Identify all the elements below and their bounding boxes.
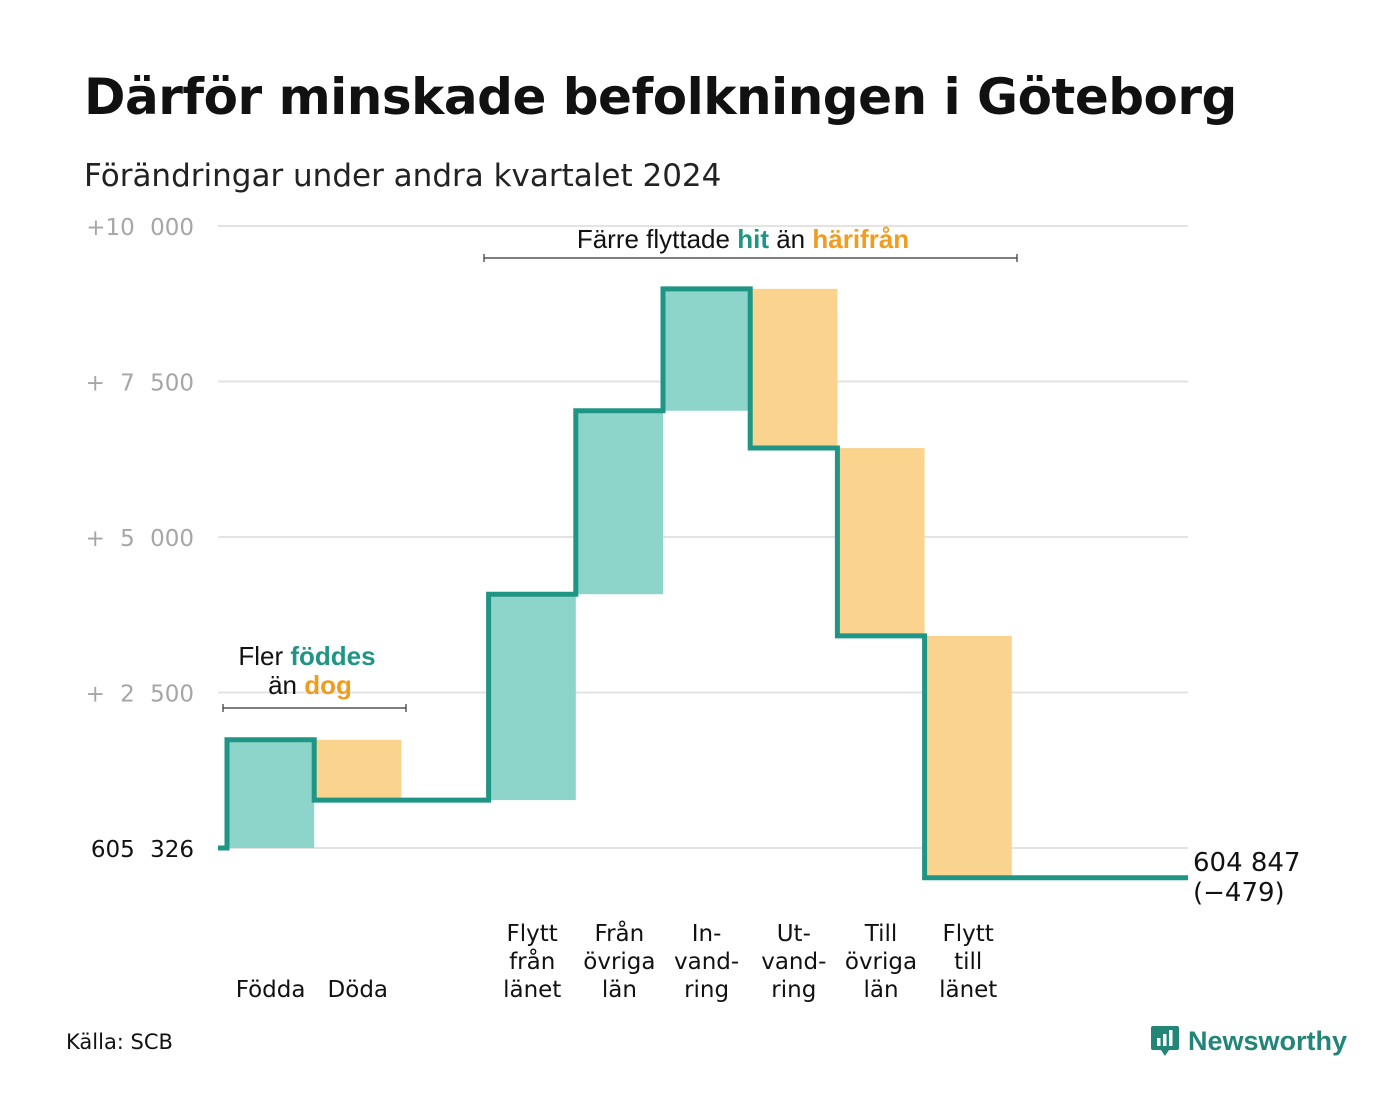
annotation-span: Fler bbox=[238, 641, 290, 671]
bar-flytt-till-länet bbox=[924, 635, 1012, 878]
bar-ut-vand-ring bbox=[750, 288, 838, 449]
source-note: Källa: SCB bbox=[66, 1030, 173, 1054]
annotation-births-deaths: Fler föddes bbox=[238, 641, 375, 671]
category-label: Ut- bbox=[777, 921, 811, 947]
bar-flytt-från-länet bbox=[488, 594, 576, 801]
annotation-span: än bbox=[268, 670, 304, 700]
category-label: Födda bbox=[236, 977, 306, 1003]
annotation-span: än bbox=[769, 224, 812, 254]
annotation-span: härifrån bbox=[812, 224, 909, 254]
category-label: länet bbox=[939, 977, 997, 1003]
chart-subtitle: Förändringar under andra kvartalet 2024 bbox=[84, 158, 722, 194]
annotation-bracket bbox=[483, 254, 1018, 262]
end-value-label: 604 847 bbox=[1193, 848, 1301, 878]
category-label: övriga bbox=[845, 949, 917, 975]
annotation-migration: Färre flyttade hit än härifrån bbox=[577, 224, 909, 254]
annotation-span: föddes bbox=[290, 641, 375, 671]
bar-döda bbox=[314, 739, 402, 801]
brand: Newsworthy bbox=[1150, 1024, 1347, 1058]
annotation-bracket bbox=[222, 704, 407, 712]
y-tick-label: + 2 500 bbox=[86, 682, 194, 708]
category-label: Flytt bbox=[943, 921, 994, 947]
y-tick-label: + 5 000 bbox=[86, 526, 194, 552]
category-label: länet bbox=[503, 977, 561, 1003]
newsworthy-logo-icon bbox=[1151, 1026, 1179, 1056]
annotation-span: Färre flyttade bbox=[577, 224, 737, 254]
cumulative-step-line bbox=[218, 286, 1188, 881]
category-label: övriga bbox=[583, 949, 655, 975]
category-label: län bbox=[863, 977, 898, 1003]
bar-födda bbox=[227, 739, 315, 848]
end-change-label: (−479) bbox=[1193, 878, 1285, 908]
category-label: län bbox=[602, 977, 637, 1003]
category-label: Till bbox=[864, 921, 898, 947]
annotation-span: dog bbox=[304, 670, 352, 700]
chart-title: Därför minskade befolkningen i Göteborg bbox=[84, 68, 1237, 126]
bar-in-vand-ring bbox=[663, 288, 751, 411]
category-label: Döda bbox=[328, 977, 388, 1003]
bar-från-övriga-län bbox=[575, 410, 663, 595]
category-label: ring bbox=[771, 977, 816, 1003]
category-label: In- bbox=[692, 921, 722, 947]
annotation-span: hit bbox=[737, 224, 769, 254]
category-label: vand- bbox=[674, 949, 739, 975]
category-label: Flytt bbox=[507, 921, 558, 947]
annotation-births-deaths-line2: än dog bbox=[268, 670, 352, 700]
category-label: till bbox=[954, 949, 982, 975]
bar-till-övriga-län bbox=[837, 448, 925, 636]
y-tick-label: +10 000 bbox=[86, 215, 194, 241]
category-label: från bbox=[509, 947, 555, 975]
y-tick-label: 605 326 bbox=[91, 837, 194, 863]
category-label: Från bbox=[595, 919, 645, 947]
category-label: vand- bbox=[761, 949, 826, 975]
category-label: ring bbox=[684, 977, 729, 1003]
brand-name: Newsworthy bbox=[1188, 1025, 1348, 1056]
y-tick-label: + 7 500 bbox=[86, 371, 194, 397]
